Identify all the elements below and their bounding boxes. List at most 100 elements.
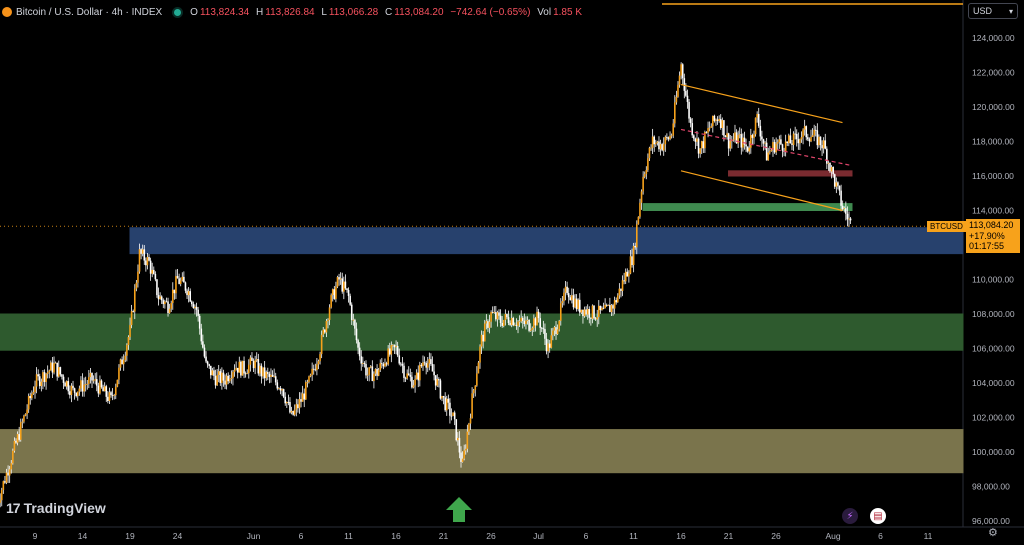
- candle-body: [430, 359, 432, 365]
- candle-body: [590, 317, 592, 319]
- time-tick-label: 11: [344, 531, 353, 541]
- candle-body: [762, 139, 765, 144]
- lightning-icon[interactable]: ⚡: [842, 508, 858, 524]
- market-status-dot-icon[interactable]: [174, 8, 182, 16]
- candle-body: [792, 133, 795, 145]
- candle-body: [512, 318, 515, 326]
- candle-body: [499, 315, 502, 323]
- candle-body: [520, 317, 522, 322]
- candle-body: [561, 301, 564, 304]
- symbol-legend[interactable]: Bitcoin / U.S. Dollar · 4h · INDEX O 113,…: [0, 4, 584, 20]
- candle-body: [138, 249, 141, 272]
- candle-body: [808, 139, 811, 142]
- candle-body: [121, 359, 123, 365]
- candle-body: [360, 356, 363, 364]
- candle-body: [453, 412, 456, 420]
- candle-body: [157, 295, 160, 300]
- candle-body: [615, 300, 618, 303]
- candle-body: [19, 422, 22, 440]
- candle-body: [346, 288, 348, 291]
- candle-body: [387, 348, 389, 365]
- candle-body: [574, 298, 576, 308]
- candle-body: [18, 434, 20, 440]
- us-flag-icon[interactable]: ▤: [870, 508, 886, 524]
- candle-body: [205, 356, 207, 362]
- candle-body: [187, 291, 190, 296]
- candle-body: [15, 440, 17, 443]
- candle-body: [776, 142, 779, 144]
- candle-body: [816, 130, 819, 146]
- candle-body: [550, 335, 553, 348]
- candle-body: [761, 136, 763, 140]
- candle-body: [697, 138, 700, 154]
- candle-body: [647, 158, 649, 171]
- candle-body: [460, 452, 462, 462]
- candle-body: [669, 135, 671, 140]
- candle-body: [385, 363, 388, 365]
- candle-body: [442, 396, 445, 398]
- candle-body: [485, 321, 488, 324]
- candle-body: [746, 146, 749, 152]
- candle-body: [588, 309, 591, 318]
- candle-body: [707, 128, 709, 133]
- candle-body: [417, 372, 420, 381]
- candle-body: [438, 379, 440, 381]
- currency-select[interactable]: USD ▾: [968, 3, 1018, 19]
- candle-body: [295, 404, 298, 410]
- candle-body: [241, 360, 244, 376]
- candle-body: [425, 362, 427, 368]
- candle-body: [61, 374, 63, 377]
- candle-body: [710, 126, 713, 128]
- candle-body: [705, 132, 708, 133]
- time-axis[interactable]: 9 14 19 24 Jun 6 11 16 21 26 Jul 6 11 16 21 26 Aug 6 11: [33, 531, 933, 541]
- candle-body: [319, 354, 321, 362]
- candle-body: [822, 140, 825, 149]
- candle-body: [620, 288, 622, 291]
- candle-body: [582, 309, 584, 317]
- candle-body: [436, 379, 439, 386]
- candle-body: [632, 245, 635, 266]
- candle-body: [251, 357, 253, 361]
- candle-body: [789, 135, 792, 144]
- candle-body: [651, 136, 654, 148]
- candle-body: [344, 281, 347, 289]
- up-arrow-icon: [446, 497, 472, 522]
- candle-body: [48, 370, 51, 373]
- candle-body: [70, 385, 73, 395]
- symbol-title[interactable]: Bitcoin / U.S. Dollar · 4h · INDEX: [0, 7, 162, 18]
- candle-body: [292, 411, 294, 415]
- candle-body: [122, 359, 125, 365]
- candle-body: [821, 145, 823, 149]
- candle-body: [556, 329, 559, 335]
- candle-body: [474, 385, 477, 391]
- candle-body: [528, 319, 530, 331]
- candle-body: [347, 290, 350, 296]
- time-tick-label: 6: [299, 531, 304, 541]
- candle-body: [624, 271, 627, 282]
- candle-body: [173, 289, 176, 294]
- candle-body: [571, 295, 573, 301]
- settings-gear-icon[interactable]: ⚙: [988, 527, 998, 539]
- candle-body: [159, 296, 161, 300]
- candle-body: [29, 396, 32, 399]
- candle-body: [80, 380, 82, 389]
- tradingview-logo[interactable]: 17 TradingView: [6, 500, 106, 516]
- candle-body: [802, 129, 804, 138]
- candle-body: [487, 321, 489, 328]
- price-axis[interactable]: 96,000.00 98,000.00 100,000.00 102,000.00 10…: [972, 33, 1015, 526]
- candle-body: [328, 307, 331, 320]
- candle-body: [634, 245, 637, 248]
- candle-body: [45, 373, 47, 383]
- candle-body: [626, 271, 629, 277]
- drawing-layer: [0, 3, 963, 227]
- candle-body: [691, 123, 694, 136]
- candle-body: [243, 360, 245, 374]
- candle-body: [164, 301, 166, 305]
- open-value: 113,824.34: [199, 6, 250, 18]
- candle-body: [548, 343, 551, 348]
- candle-body: [200, 328, 203, 342]
- candle-body: [282, 389, 285, 397]
- candle-body: [374, 368, 377, 374]
- candle-body: [601, 307, 603, 311]
